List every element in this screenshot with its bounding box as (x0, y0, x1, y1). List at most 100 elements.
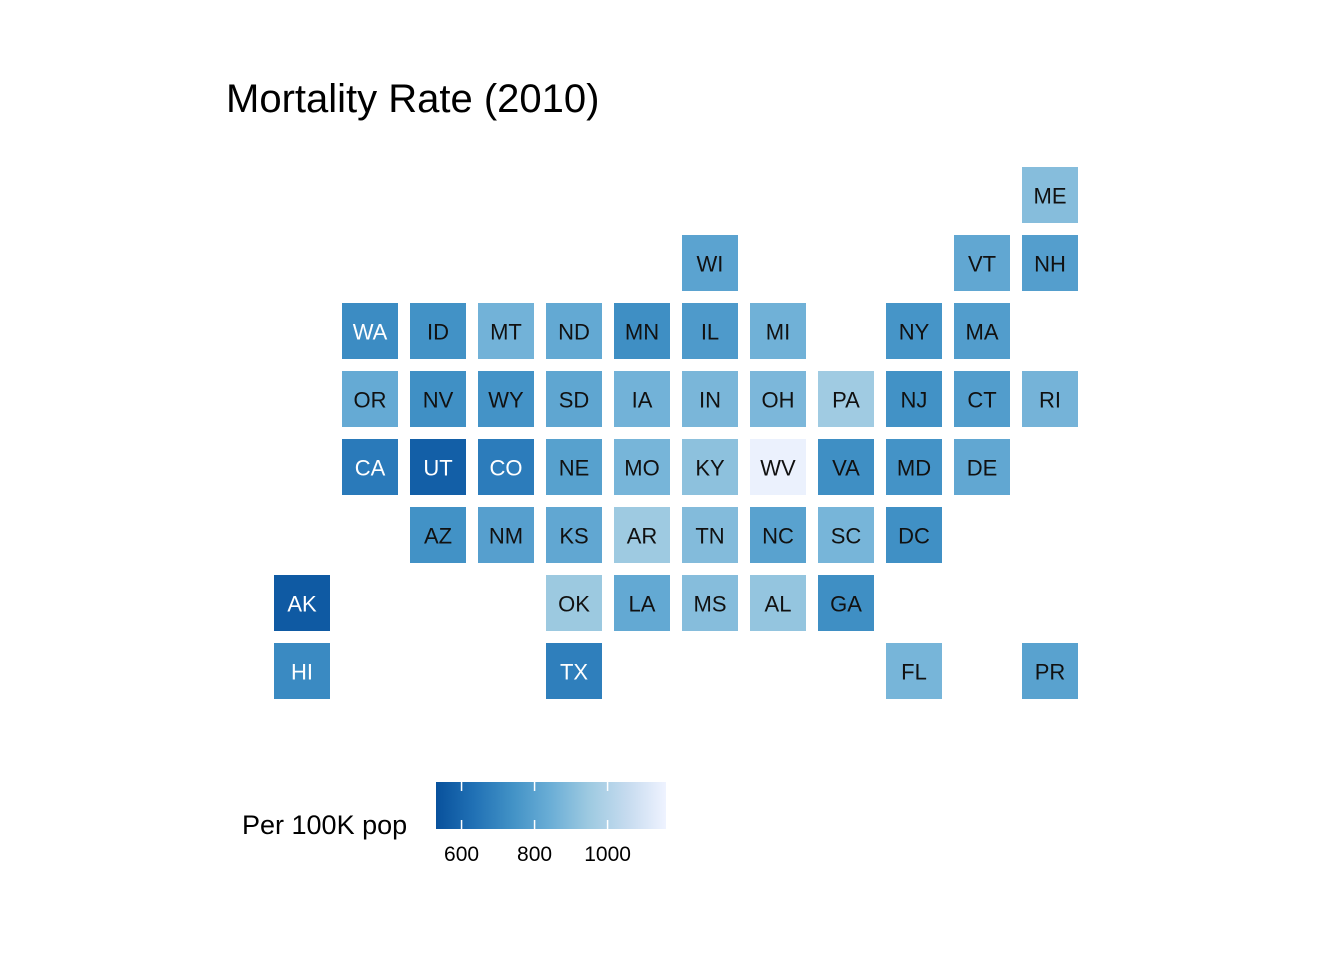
state-tile-de: DE (954, 439, 1010, 495)
state-tile-mn: MN (614, 303, 670, 359)
tile-fill (954, 439, 1010, 495)
tile-label: KY (695, 456, 725, 481)
state-tile-tn: TN (682, 507, 738, 563)
chart-title: Mortality Rate (2010) (226, 77, 599, 121)
tile-fill (886, 371, 942, 427)
tile-label: WV (760, 456, 796, 481)
tile-fill (682, 303, 738, 359)
tile-fill (410, 371, 466, 427)
tile-label: MA (966, 320, 999, 345)
tile-fill (886, 643, 942, 699)
legend-color-bar (436, 782, 666, 829)
tile-fill (614, 439, 670, 495)
state-tile-ak: AK (274, 575, 330, 631)
tile-label: AK (287, 592, 317, 617)
state-tile-sd: SD (546, 371, 602, 427)
state-tile-vt: VT (954, 235, 1010, 291)
tile-fill (818, 575, 874, 631)
tile-fill (342, 371, 398, 427)
tile-label: NM (489, 524, 523, 549)
tile-label: HI (291, 660, 313, 685)
tile-label: TN (695, 524, 724, 549)
state-tile-ri: RI (1022, 371, 1078, 427)
tile-fill (410, 507, 466, 563)
state-tile-ut: UT (410, 439, 466, 495)
state-tile-wv: WV (750, 439, 806, 495)
tile-label: VA (832, 456, 860, 481)
tile-label: UT (423, 456, 452, 481)
tile-fill (750, 507, 806, 563)
tile-label: PR (1035, 660, 1066, 685)
tile-label: MS (694, 592, 727, 617)
tile-label: RI (1039, 388, 1061, 413)
tile-fill (342, 303, 398, 359)
state-tile-wi: WI (682, 235, 738, 291)
tile-label: PA (832, 388, 860, 413)
legend-title: Per 100K pop (242, 810, 407, 840)
state-tile-wy: WY (478, 371, 534, 427)
tile-fill (682, 507, 738, 563)
tile-fill (478, 507, 534, 563)
tile-fill (274, 643, 330, 699)
state-tile-md: MD (886, 439, 942, 495)
state-tile-ne: NE (546, 439, 602, 495)
state-tile-tx: TX (546, 643, 602, 699)
tile-fill (750, 371, 806, 427)
state-tile-ny: NY (886, 303, 942, 359)
tile-label: IL (701, 320, 719, 345)
tile-label: LA (629, 592, 656, 617)
state-tile-fl: FL (886, 643, 942, 699)
tile-label: ID (427, 320, 449, 345)
state-tile-co: CO (478, 439, 534, 495)
state-tile-il: IL (682, 303, 738, 359)
legend-tick-label: 600 (444, 843, 479, 866)
tile-label: SD (559, 388, 590, 413)
state-tile-ca: CA (342, 439, 398, 495)
tile-fill (410, 303, 466, 359)
tile-fill (1022, 167, 1078, 223)
tile-fill (954, 235, 1010, 291)
tile-label: OR (354, 388, 387, 413)
tile-fill (682, 235, 738, 291)
tile-label: WY (488, 388, 524, 413)
tile-fill (886, 507, 942, 563)
tile-label: DE (967, 456, 998, 481)
tile-label: OH (762, 388, 795, 413)
tile-fill (886, 439, 942, 495)
tile-fill (818, 507, 874, 563)
tile-fill (682, 575, 738, 631)
tile-fill (682, 371, 738, 427)
tile-fill (614, 371, 670, 427)
state-tile-ia: IA (614, 371, 670, 427)
tile-label: AL (765, 592, 792, 617)
tile-label: IN (699, 388, 721, 413)
legend-tick-label: 800 (517, 843, 552, 866)
state-tile-az: AZ (410, 507, 466, 563)
tile-fill (750, 303, 806, 359)
state-tile-ms: MS (682, 575, 738, 631)
tile-label: IA (632, 388, 653, 413)
state-tile-ma: MA (954, 303, 1010, 359)
tile-label: ND (558, 320, 590, 345)
tile-fill (478, 303, 534, 359)
tile-fill (614, 507, 670, 563)
tile-label: NE (559, 456, 590, 481)
state-tile-hi: HI (274, 643, 330, 699)
state-tile-pa: PA (818, 371, 874, 427)
state-tile-ks: KS (546, 507, 602, 563)
tile-fill (410, 439, 466, 495)
state-tile-or: OR (342, 371, 398, 427)
tile-fill (478, 371, 534, 427)
tile-fill (1022, 643, 1078, 699)
legend-ticks: 600 800 1000 (444, 782, 631, 866)
tile-label: GA (830, 592, 862, 617)
tile-fill (750, 575, 806, 631)
state-tile-nh: NH (1022, 235, 1078, 291)
state-tile-id: ID (410, 303, 466, 359)
tile-fill (886, 303, 942, 359)
tile-label: MO (624, 456, 659, 481)
tile-label: FL (901, 660, 927, 685)
tile-label: MT (490, 320, 522, 345)
tile-label: MD (897, 456, 931, 481)
